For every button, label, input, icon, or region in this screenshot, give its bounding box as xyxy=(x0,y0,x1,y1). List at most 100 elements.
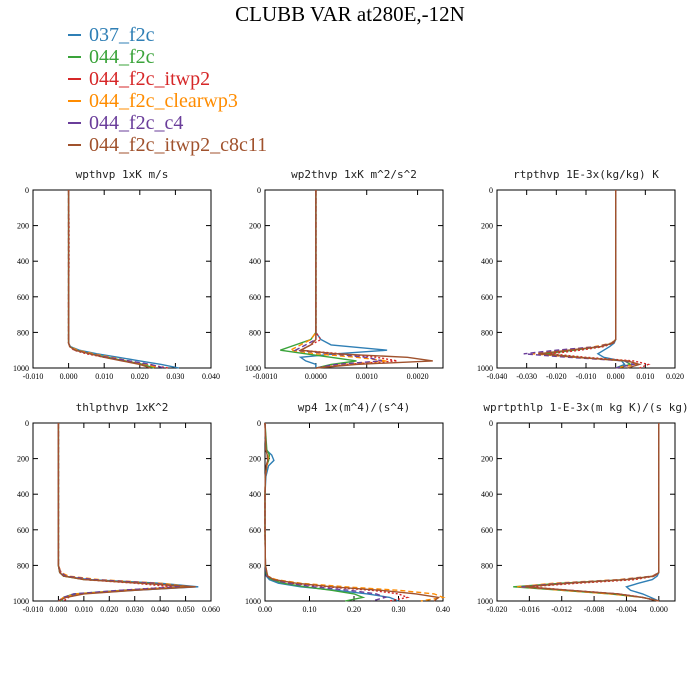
x-tick-label: 0.020 xyxy=(666,372,684,381)
x-tick-label: 0.040 xyxy=(151,605,169,614)
y-tick-label: 400 xyxy=(481,257,493,266)
plot-frame xyxy=(32,189,212,369)
series-line xyxy=(288,190,388,369)
x-tick-label: 0.000 xyxy=(607,372,625,381)
y-tick-label: 1000 xyxy=(13,597,29,606)
legend-item: 044_f2c_clearwp3 xyxy=(68,90,267,112)
x-tick-label: -0.030 xyxy=(516,372,537,381)
y-tick-label: 200 xyxy=(17,455,29,464)
y-tick-label: 400 xyxy=(249,257,261,266)
x-tick-label: 0.000 xyxy=(60,372,78,381)
x-tick-label: -0.020 xyxy=(546,372,567,381)
legend-label: 044_f2c_c4 xyxy=(89,112,184,134)
series-line xyxy=(280,190,357,369)
x-tick-label: -0.004 xyxy=(616,605,637,614)
x-tick-label: 0.0010 xyxy=(356,372,378,381)
legend-item: 044_f2c_itwp2_c8c11 xyxy=(68,134,267,156)
series-line xyxy=(67,189,169,369)
series-line xyxy=(596,190,626,369)
x-tick-label: 0.010 xyxy=(636,372,654,381)
x-tick-label: 0.20 xyxy=(347,605,361,614)
x-tick-label: 0.30 xyxy=(392,605,406,614)
series-line xyxy=(538,190,642,369)
y-tick-label: 400 xyxy=(481,490,493,499)
series-line xyxy=(513,423,660,602)
x-tick-label: -0.0010 xyxy=(253,372,278,381)
x-tick-label: 0.0000 xyxy=(305,372,327,381)
y-tick-label: 200 xyxy=(249,455,261,464)
x-tick-label: -0.008 xyxy=(584,605,605,614)
series-line xyxy=(57,423,173,602)
legend-swatch xyxy=(68,100,81,102)
legend-label: 044_f2c_itwp2_c8c11 xyxy=(89,134,268,156)
series-line xyxy=(521,423,660,602)
legend-swatch xyxy=(68,144,81,146)
series-line xyxy=(264,422,410,602)
series-line xyxy=(532,190,639,369)
y-tick-label: 800 xyxy=(17,561,29,570)
legend-label: 044_f2c_clearwp3 xyxy=(89,90,238,112)
y-tick-label: 400 xyxy=(17,257,29,266)
x-tick-label: -0.010 xyxy=(23,605,44,614)
y-tick-label: 1000 xyxy=(13,364,29,373)
x-tick-label: 0.40 xyxy=(436,605,450,614)
x-tick-label: 0.000 xyxy=(49,605,67,614)
y-tick-label: 1000 xyxy=(477,364,493,373)
series-line xyxy=(523,190,636,369)
series-line xyxy=(544,190,633,369)
y-tick-label: 0 xyxy=(25,419,29,428)
x-tick-label: 0.00 xyxy=(258,605,272,614)
legend-swatch xyxy=(68,122,81,124)
series-line xyxy=(67,190,158,369)
y-tick-label: 800 xyxy=(249,328,261,337)
x-tick-label: 0.020 xyxy=(100,605,118,614)
x-tick-label: 0.050 xyxy=(177,605,195,614)
series-line xyxy=(264,422,399,602)
series-line xyxy=(529,423,660,602)
y-tick-label: 800 xyxy=(481,328,493,337)
x-tick-label: 0.040 xyxy=(202,372,220,381)
y-tick-label: 800 xyxy=(481,561,493,570)
plot-frame xyxy=(264,422,444,602)
page-title: CLUBB VAR at280E,-12N xyxy=(235,2,465,26)
y-tick-label: 600 xyxy=(249,293,261,302)
y-tick-label: 400 xyxy=(17,490,29,499)
plot-frame xyxy=(496,422,676,602)
series-line xyxy=(67,190,180,369)
x-tick-label: 0.020 xyxy=(131,372,149,381)
series-line xyxy=(67,190,155,369)
y-tick-label: 800 xyxy=(17,328,29,337)
x-tick-label: -0.020 xyxy=(487,605,508,614)
series-line xyxy=(57,423,186,602)
panel-title: rtpthvp 1E-3x(kg/kg) K xyxy=(513,168,659,181)
panel-title: wp2thvp 1xK m^2/s^2 xyxy=(291,168,417,181)
panel-title: wprtpthlp 1-E-3x(m kg K)/(s kg) xyxy=(483,401,688,414)
series-line xyxy=(264,422,446,602)
legend-swatch xyxy=(68,78,81,80)
legend-label: 037_f2c xyxy=(89,24,155,46)
y-tick-label: 1000 xyxy=(245,364,261,373)
series-line xyxy=(67,190,165,369)
legend-swatch xyxy=(68,56,81,58)
plot-frame xyxy=(264,189,444,369)
y-tick-label: 200 xyxy=(481,455,493,464)
series-line xyxy=(57,423,191,602)
x-tick-label: -0.016 xyxy=(519,605,540,614)
x-tick-label: -0.012 xyxy=(551,605,572,614)
series-line xyxy=(625,423,660,602)
x-tick-label: 0.010 xyxy=(95,372,113,381)
x-tick-label: 0.060 xyxy=(202,605,220,614)
y-tick-label: 1000 xyxy=(477,597,493,606)
x-tick-label: 0.030 xyxy=(166,372,184,381)
series-line xyxy=(57,423,196,602)
series-line xyxy=(525,423,660,602)
series-line xyxy=(67,190,151,369)
series-line xyxy=(57,423,181,602)
x-tick-label: 0.010 xyxy=(75,605,93,614)
x-tick-label: 0.030 xyxy=(126,605,144,614)
y-tick-label: 200 xyxy=(249,222,261,231)
y-tick-label: 0 xyxy=(489,186,493,195)
x-tick-label: -0.010 xyxy=(576,372,597,381)
x-tick-label: -0.010 xyxy=(23,372,44,381)
